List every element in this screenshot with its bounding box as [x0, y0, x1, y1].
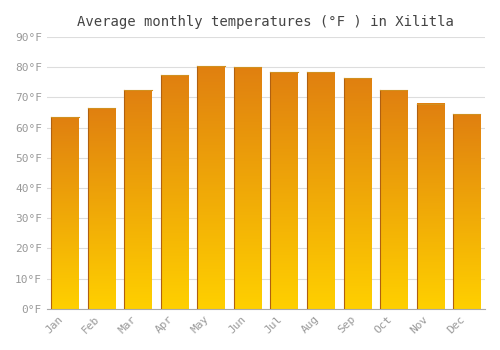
Title: Average monthly temperatures (°F ) in Xilitla: Average monthly temperatures (°F ) in Xi… — [78, 15, 454, 29]
